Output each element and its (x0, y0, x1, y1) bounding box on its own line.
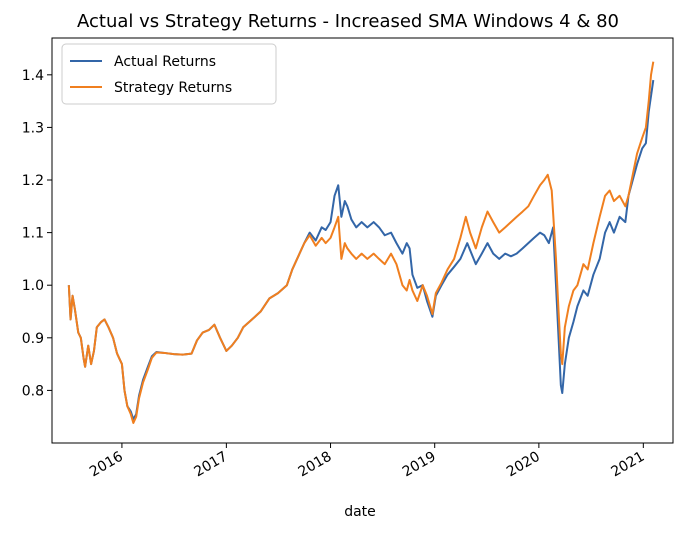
y-tick-label: 1.1 (22, 226, 44, 242)
series-layer (67, 61, 655, 425)
legend-entry: Strategy Returns (114, 80, 232, 96)
series-line-actual-returns (67, 79, 655, 421)
x-tick-label: 2017 (192, 449, 231, 481)
y-tick-label: 1.0 (22, 278, 44, 294)
x-axis-label: date (344, 504, 376, 520)
y-tick-label: 1.4 (22, 68, 44, 84)
plot-frame (51, 37, 674, 444)
axes-layer: 0.8 0.9 1.0 1.1 1.2 1.3 1.4 2016 2017 2018 2019 202… (22, 68, 648, 480)
x-tick-label: 2019 (400, 449, 439, 481)
y-tick-label: 0.8 (22, 383, 44, 399)
series-line-strategy-returns (67, 61, 655, 425)
x-tick-label: 2020 (504, 449, 543, 481)
y-tick-label: 0.9 (22, 331, 44, 347)
y-tick-label: 1.3 (22, 120, 44, 136)
x-tick-label: 2016 (87, 449, 126, 481)
legend: Actual Returns Strategy Returns (61, 43, 277, 105)
chart-title: Actual vs Strategy Returns - Increased S… (77, 11, 619, 32)
y-tick-label: 1.2 (22, 173, 44, 189)
x-tick-label: 2018 (296, 449, 335, 481)
legend-box (61, 43, 277, 105)
legend-entry: Actual Returns (114, 54, 216, 70)
x-tick-label: 2021 (608, 449, 647, 481)
